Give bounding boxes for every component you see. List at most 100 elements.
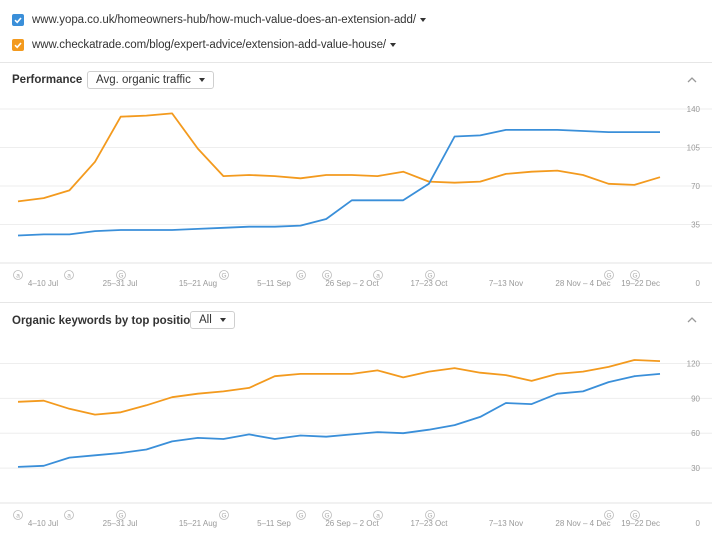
annotation-letter: a [376,512,380,519]
annotation-circle [604,510,614,520]
x-tick-label: 19–22 Dec [621,279,660,288]
series-line-0 [17,359,661,416]
caret-down-icon[interactable] [390,43,397,47]
annotation-circle [425,270,435,280]
x-tick-label: 28 Nov – 4 Dec [555,279,610,288]
annotation-marker: G [219,510,229,520]
x-tick-label: 25–31 Jul [103,519,138,528]
annotation-circle [322,270,332,280]
annotation-marker: G [425,510,435,520]
annotation-marker: G [630,270,640,280]
legend-item-checkatrade[interactable]: www.checkatrade.com/blog/expert-advice/e… [12,36,397,54]
y-tick-label: 105 [687,144,701,153]
x-tick-label: 7–13 Nov [489,279,523,288]
annotation-marker: G [604,510,614,520]
divider [0,62,712,63]
legend-url-checkatrade: www.checkatrade.com/blog/expert-advice/e… [32,39,387,51]
legend-url-yopa: www.yopa.co.uk/homeowners-hub/how-much-v… [32,14,417,26]
annotation-marker: a [64,510,74,520]
annotation-letter: G [606,512,611,519]
caret-down-icon[interactable] [420,18,427,22]
x-tick-label: 15–21 Aug [179,279,217,288]
chevron-up-icon[interactable] [685,75,699,85]
annotation-circle [64,270,74,280]
annotation-letter: G [221,272,226,279]
y-tick-label: 60 [691,429,700,438]
annotation-circle [630,510,640,520]
annotation-circle [296,270,306,280]
annotation-letter: G [606,272,611,279]
chevron-up-icon[interactable] [685,315,699,325]
keywords-title: Organic keywords by top position [12,315,198,327]
checkbox-checkatrade[interactable] [12,39,24,51]
annotation-circle [219,270,229,280]
annotation-marker: G [630,510,640,520]
annotation-circle [425,510,435,520]
annotation-letter: a [16,512,20,519]
series-line-0 [17,112,661,203]
annotation-letter: G [324,512,329,519]
annotation-circle [219,510,229,520]
x-tick-label: 26 Sep – 2 Oct [325,519,379,528]
annotation-letter: a [376,272,380,279]
annotation-marker: G [116,270,126,280]
annotation-marker: G [296,510,306,520]
annotation-letter: G [221,512,226,519]
x-tick-label: 19–22 Dec [621,519,660,528]
annotation-letter: G [427,272,432,279]
x-tick-label: 17–23 Oct [411,519,449,528]
x-tick-label: 15–21 Aug [179,519,217,528]
checkmark-icon [14,42,22,49]
caret-down-icon [219,318,226,322]
x-tick-label: 7–13 Nov [489,519,523,528]
series-line-1 [17,373,661,468]
annotation-marker: a [373,510,383,520]
annotation-marker: G [604,270,614,280]
annotation-marker: a [13,270,23,280]
annotation-letter: a [67,512,71,519]
annotation-letter: G [118,272,123,279]
performance-chart: 35 70 105 140 0 4–10 Jul 25–31 Jul 15–21 Aug 5–1… [0,105,712,288]
annotation-circle [322,510,332,520]
annotation-letter: a [67,272,71,279]
x-tick-label: 28 Nov – 4 Dec [555,519,610,528]
x-tick-label: 17–23 Oct [411,279,449,288]
position-filter-dropdown[interactable]: All [190,311,235,329]
y-tick-label: 30 [691,464,700,473]
annotation-letter: a [16,272,20,279]
annotation-marker: G [116,510,126,520]
x-tick-label: 4–10 Jul [28,519,58,528]
annotation-letter: G [632,512,637,519]
dropdown-value: Avg. organic traffic [96,74,191,86]
annotation-circle [630,270,640,280]
y-tick-label: 90 [691,394,700,403]
annotation-marker: G [296,270,306,280]
series-line-1 [17,129,660,237]
annotation-circle [373,270,383,280]
checkbox-yopa[interactable] [12,14,24,26]
annotation-circle [116,510,126,520]
annotation-letter: G [298,512,303,519]
annotation-circle [116,270,126,280]
y-tick-label: 70 [691,182,700,191]
annotation-marker: a [13,510,23,520]
annotation-marker: a [373,270,383,280]
annotation-marker: a [64,270,74,280]
y-tick-label: 120 [687,359,701,368]
performance-title: Performance [12,74,83,86]
x-tick-label: 26 Sep – 2 Oct [325,279,379,288]
checkmark-icon [14,17,22,24]
y-tick-label: 140 [687,105,701,114]
annotation-circle [373,510,383,520]
y-tick-label: 0 [696,279,701,288]
traffic-metric-dropdown[interactable]: Avg. organic traffic [87,71,214,89]
annotation-circle [64,510,74,520]
annotation-circle [296,510,306,520]
annotation-letter: G [632,272,637,279]
x-tick-label: 4–10 Jul [28,279,58,288]
legend-item-yopa[interactable]: www.yopa.co.uk/homeowners-hub/how-much-v… [12,11,427,29]
divider [0,302,712,303]
x-tick-label: 5–11 Sep [257,519,291,528]
y-tick-label: 0 [696,519,701,528]
x-tick-label: 5–11 Sep [257,279,291,288]
